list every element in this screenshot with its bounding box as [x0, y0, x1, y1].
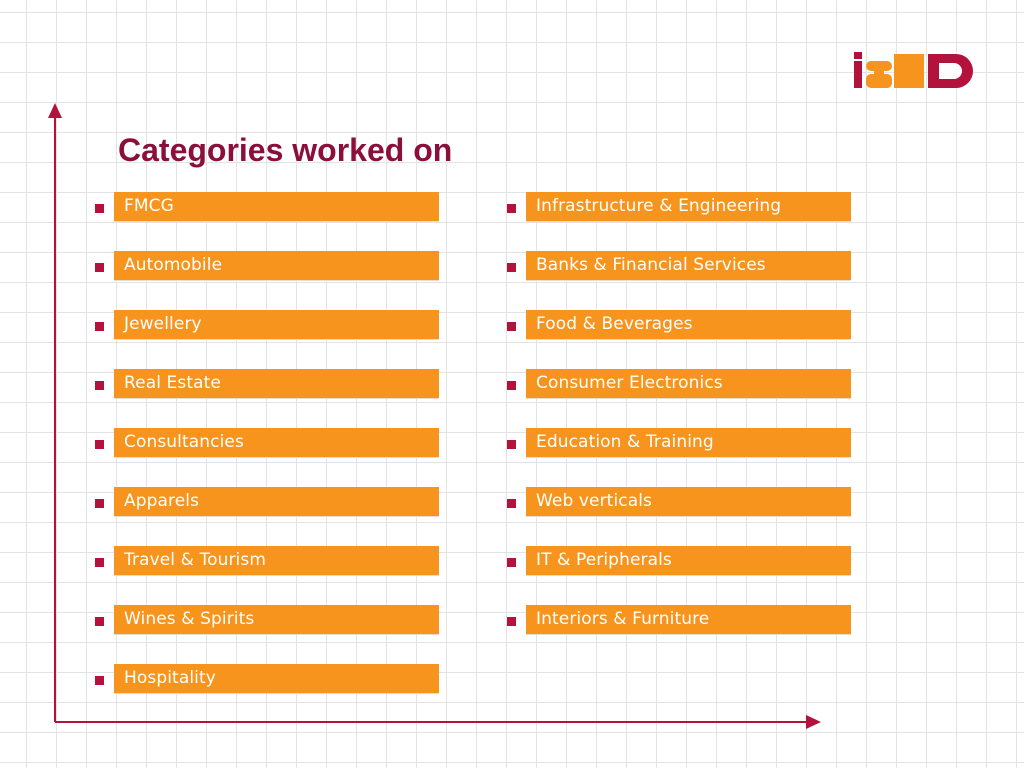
bullet-icon: [507, 263, 516, 272]
category-box: Real Estate: [114, 369, 439, 399]
bullet-icon: [95, 263, 104, 272]
bullet-icon: [507, 440, 516, 449]
bullet-icon: [95, 617, 104, 626]
category-box: FMCG: [114, 192, 439, 222]
bullet-icon: [95, 204, 104, 213]
category-box: Education & Training: [526, 428, 851, 458]
category-box: Consumer Electronics: [526, 369, 851, 399]
bullet-icon: [95, 322, 104, 331]
category-box: Interiors & Furniture: [526, 605, 851, 635]
bullet-icon: [95, 440, 104, 449]
category-box: Apparels: [114, 487, 439, 517]
category-box: Wines & Spirits: [114, 605, 439, 635]
bullet-icon: [507, 617, 516, 626]
bullet-icon: [507, 499, 516, 508]
bullet-icon: [95, 676, 104, 685]
category-box: Automobile: [114, 251, 439, 281]
category-box: Infrastructure & Engineering: [526, 192, 851, 222]
bullet-icon: [507, 381, 516, 390]
bullet-icon: [507, 558, 516, 567]
category-box: Web verticals: [526, 487, 851, 517]
right-arrow-icon: [806, 715, 821, 729]
bullet-icon: [95, 558, 104, 567]
bullet-icon: [507, 322, 516, 331]
isd-global-logo: [854, 52, 973, 88]
up-arrow-icon: [48, 103, 62, 118]
category-box: IT & Peripherals: [526, 546, 851, 576]
bullet-icon: [95, 381, 104, 390]
category-box: Banks & Financial Services: [526, 251, 851, 281]
category-box: Hospitality: [114, 664, 439, 694]
bullet-icon: [95, 499, 104, 508]
bullet-icon: [507, 204, 516, 213]
category-box: Travel & Tourism: [114, 546, 439, 576]
category-box: Food & Beverages: [526, 310, 851, 340]
category-box: Jewellery: [114, 310, 439, 340]
page-title: Categories worked on: [118, 132, 453, 168]
category-box: Consultancies: [114, 428, 439, 458]
